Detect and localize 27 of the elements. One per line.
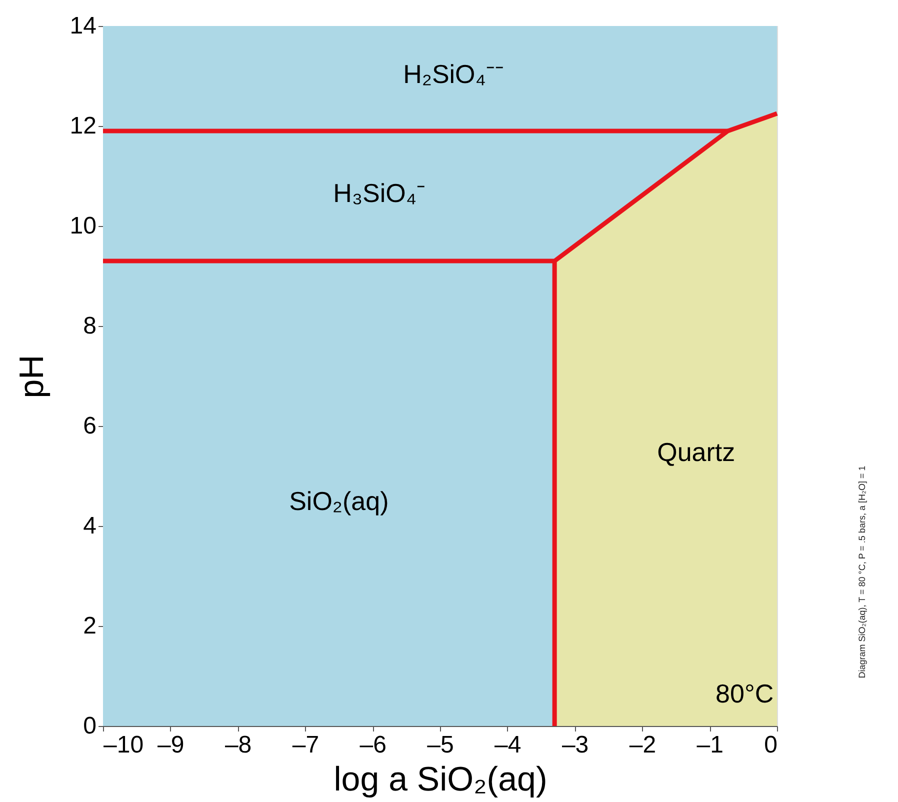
y-tick-label: 8 — [83, 312, 96, 340]
y-tick-label: 4 — [83, 512, 96, 540]
x-tick-label: –7 — [292, 732, 320, 758]
x-tick-label: –4 — [494, 732, 522, 758]
x-tick-label: –10 — [104, 732, 144, 758]
y-tick-label: 2 — [83, 612, 96, 640]
x-tick-label: –5 — [427, 732, 454, 758]
text: Diagram SiO₂(aq), T = 80 °C, P = .5 bars, a [H₂O] = 1 — [857, 466, 867, 678]
y-tick-label: 14 — [70, 12, 96, 40]
x-tick-label: –8 — [224, 732, 252, 758]
annotation: Quartz — [657, 437, 736, 467]
y-tick-label: 6 — [83, 412, 96, 440]
x-tick-label: –9 — [158, 732, 184, 758]
x-axis-title: log a SiO₂(aq) — [334, 760, 548, 798]
x-tick-label: –3 — [562, 732, 589, 758]
y-tick-label: 0 — [83, 712, 96, 740]
y-tick-label: 12 — [70, 112, 96, 140]
annotation: H₂SiO₄⁻⁻ — [403, 59, 504, 89]
annotation: SiO₂(aq) — [289, 486, 389, 516]
y-tick-label: 10 — [70, 212, 96, 240]
y-axis-title: pH — [12, 354, 51, 398]
annotation: 80°C — [716, 678, 774, 708]
x-tick-label: 0 — [764, 732, 778, 758]
annotation: H₃SiO₄⁻ — [333, 178, 426, 208]
x-tick-label: –1 — [696, 732, 724, 758]
x-tick-label: –2 — [629, 732, 656, 758]
x-tick-label: –6 — [360, 732, 386, 758]
